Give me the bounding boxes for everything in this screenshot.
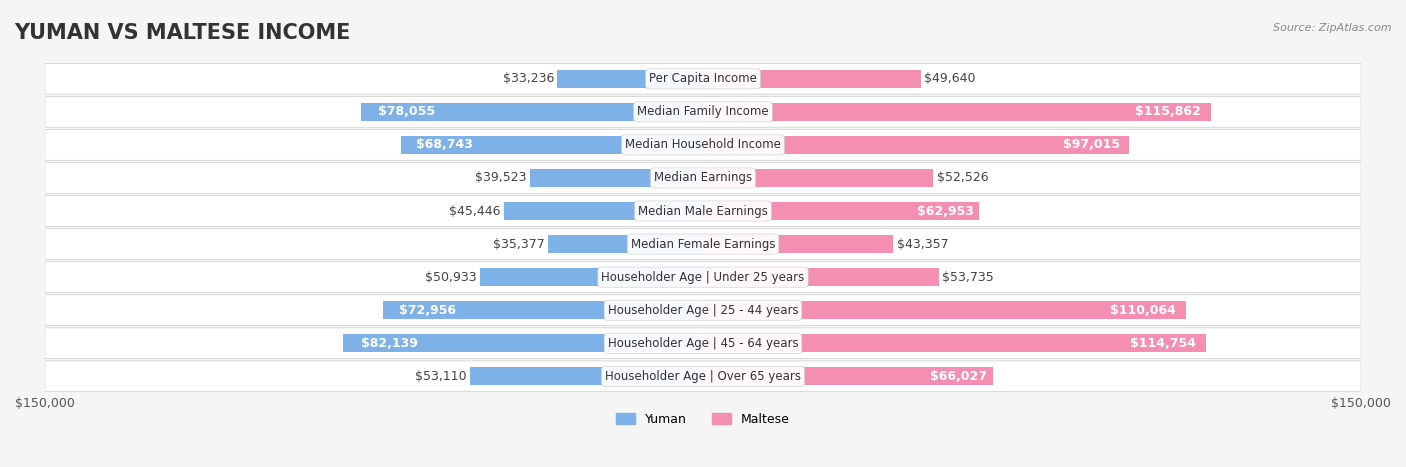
Bar [557, 70, 703, 88]
Bar [703, 169, 934, 187]
Bar [703, 235, 893, 253]
Text: Median Household Income: Median Household Income [626, 138, 780, 151]
Bar [703, 301, 1185, 319]
Text: $62,953: $62,953 [917, 205, 974, 218]
Text: $53,735: $53,735 [942, 271, 994, 283]
Text: Per Capita Income: Per Capita Income [650, 72, 756, 85]
Bar [382, 301, 703, 319]
Text: Source: ZipAtlas.com: Source: ZipAtlas.com [1274, 23, 1392, 33]
FancyBboxPatch shape [45, 64, 1361, 94]
Text: $78,055: $78,055 [378, 106, 434, 118]
Legend: Yuman, Maltese: Yuman, Maltese [612, 408, 794, 431]
Bar [530, 169, 703, 187]
Bar [479, 268, 703, 286]
Text: $39,523: $39,523 [475, 171, 526, 184]
Text: $115,862: $115,862 [1136, 106, 1201, 118]
FancyBboxPatch shape [45, 196, 1361, 226]
FancyBboxPatch shape [45, 97, 1361, 127]
Text: Householder Age | 25 - 44 years: Householder Age | 25 - 44 years [607, 304, 799, 317]
Text: $114,754: $114,754 [1130, 337, 1197, 350]
Text: YUMAN VS MALTESE INCOME: YUMAN VS MALTESE INCOME [14, 23, 350, 43]
Bar [343, 334, 703, 352]
Text: $68,743: $68,743 [416, 138, 474, 151]
Bar [503, 202, 703, 220]
Text: $82,139: $82,139 [361, 337, 418, 350]
FancyBboxPatch shape [45, 295, 1361, 325]
Text: $110,064: $110,064 [1111, 304, 1177, 317]
Bar [703, 367, 993, 385]
Text: $35,377: $35,377 [492, 238, 544, 251]
FancyBboxPatch shape [45, 262, 1361, 292]
Text: $72,956: $72,956 [399, 304, 456, 317]
Bar [703, 334, 1206, 352]
Text: Householder Age | 45 - 64 years: Householder Age | 45 - 64 years [607, 337, 799, 350]
FancyBboxPatch shape [45, 361, 1361, 392]
Bar [470, 367, 703, 385]
Bar [703, 103, 1212, 121]
Text: Householder Age | Under 25 years: Householder Age | Under 25 years [602, 271, 804, 283]
Bar [548, 235, 703, 253]
Bar [703, 268, 939, 286]
Text: $97,015: $97,015 [1063, 138, 1121, 151]
Bar [703, 136, 1129, 154]
Text: $52,526: $52,526 [936, 171, 988, 184]
Text: $66,027: $66,027 [929, 370, 987, 383]
Text: $49,640: $49,640 [924, 72, 976, 85]
Text: Median Female Earnings: Median Female Earnings [631, 238, 775, 251]
Text: $43,357: $43,357 [897, 238, 948, 251]
Bar [360, 103, 703, 121]
Text: $53,110: $53,110 [415, 370, 467, 383]
FancyBboxPatch shape [45, 328, 1361, 359]
FancyBboxPatch shape [45, 129, 1361, 160]
Text: $50,933: $50,933 [425, 271, 477, 283]
Text: Median Earnings: Median Earnings [654, 171, 752, 184]
Text: Median Male Earnings: Median Male Earnings [638, 205, 768, 218]
FancyBboxPatch shape [45, 163, 1361, 193]
Text: Householder Age | Over 65 years: Householder Age | Over 65 years [605, 370, 801, 383]
Text: $45,446: $45,446 [449, 205, 501, 218]
Bar [703, 202, 979, 220]
FancyBboxPatch shape [45, 229, 1361, 260]
Text: $33,236: $33,236 [502, 72, 554, 85]
Bar [703, 70, 921, 88]
Bar [402, 136, 703, 154]
Text: Median Family Income: Median Family Income [637, 106, 769, 118]
